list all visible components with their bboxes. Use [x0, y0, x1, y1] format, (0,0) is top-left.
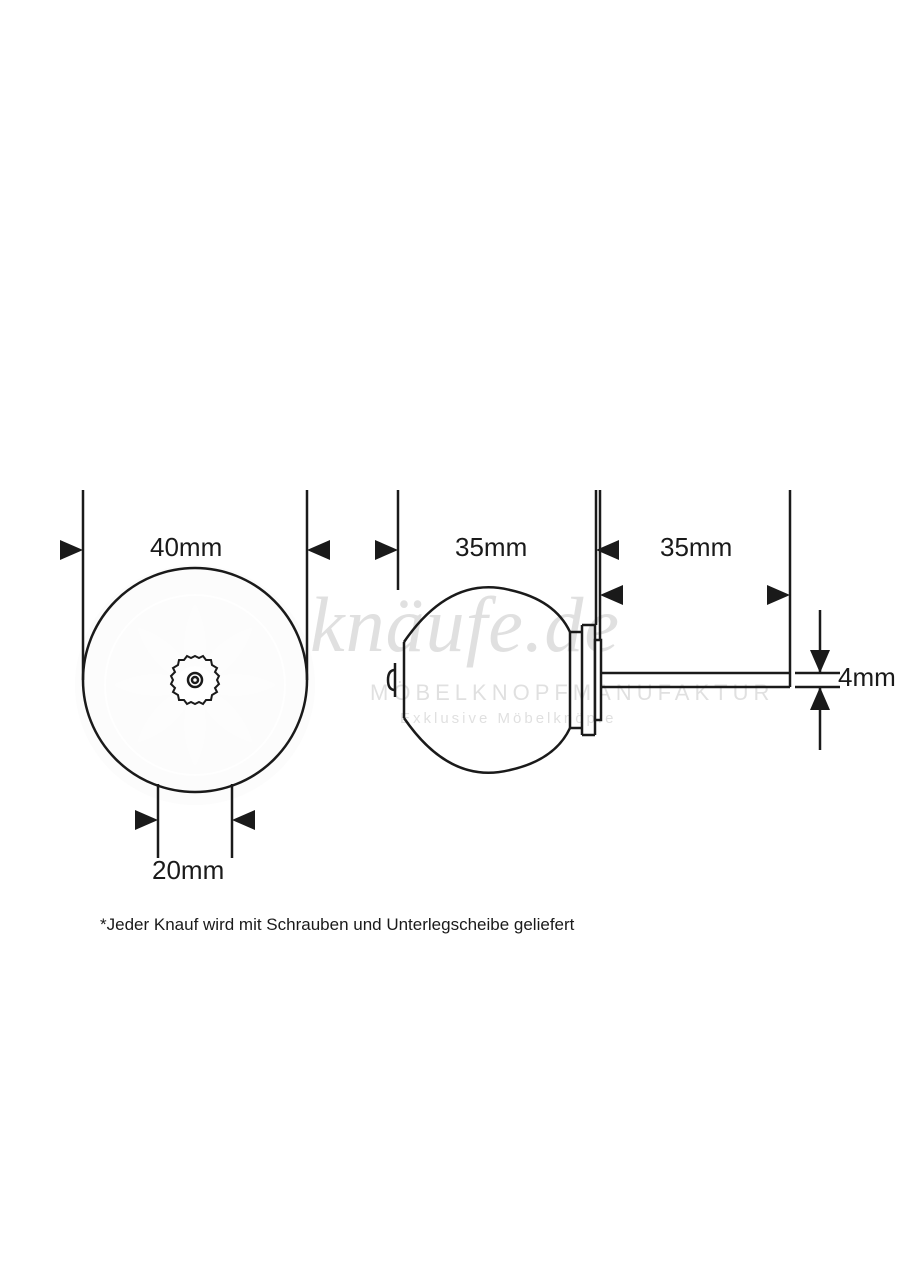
diagram-canvas: knäufe.de MÖBELKNOPFMANUFAKTUR Exklusive… — [0, 0, 905, 1280]
dim-label-4mm: 4mm — [838, 662, 896, 693]
dim-label-35mm-depth: 35mm — [455, 532, 527, 563]
technical-drawing — [0, 0, 905, 1280]
footnote-text: *Jeder Knauf wird mit Schrauben und Unte… — [100, 915, 574, 935]
dim-label-35mm-screw: 35mm — [660, 532, 732, 563]
dim-label-40mm: 40mm — [150, 532, 222, 563]
dim-label-20mm: 20mm — [152, 855, 224, 886]
